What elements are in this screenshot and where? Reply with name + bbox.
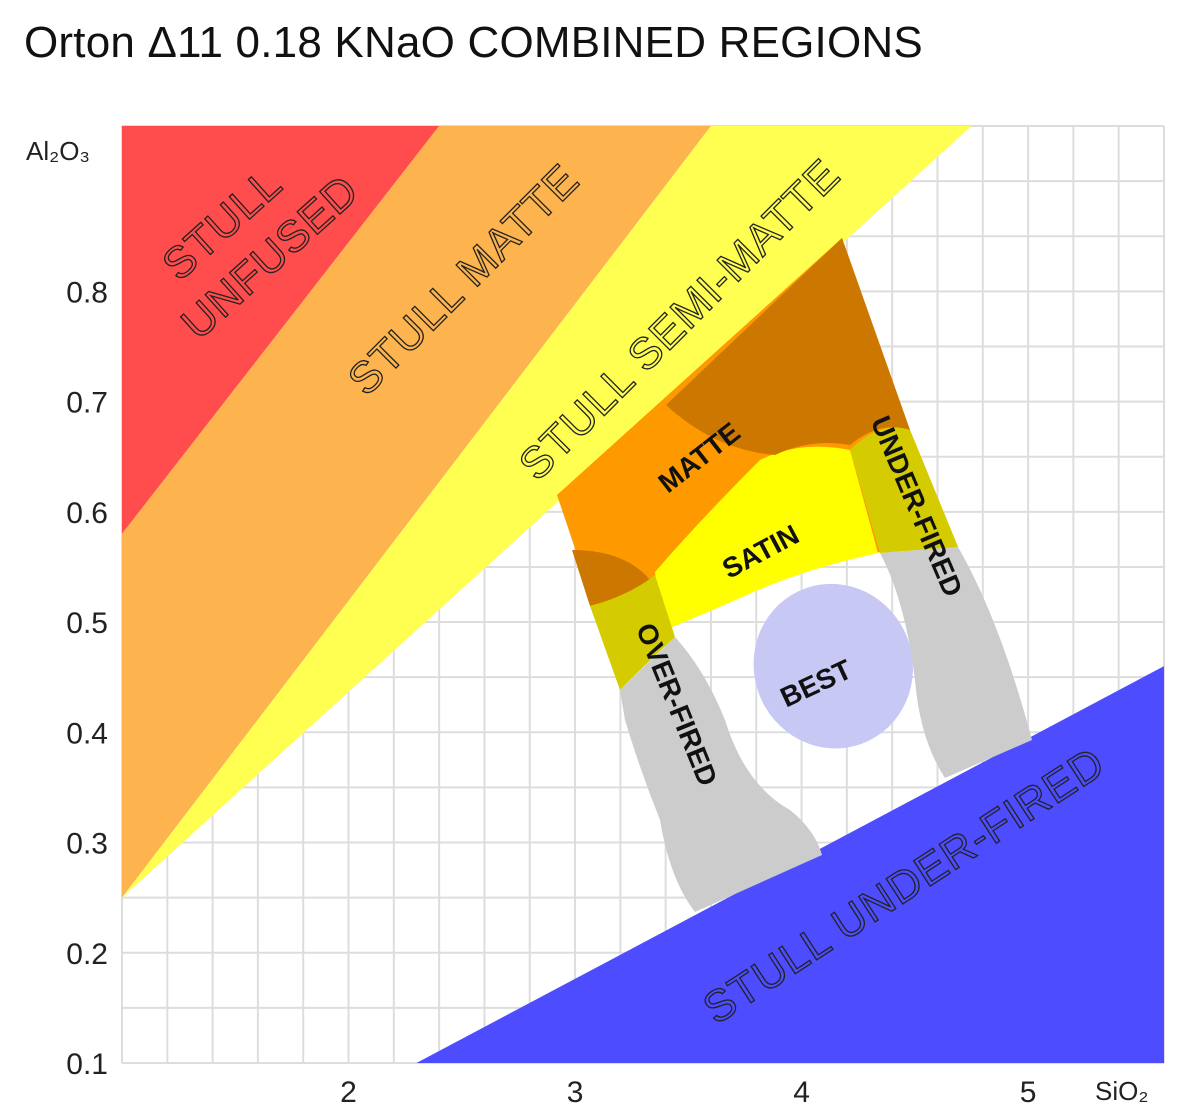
x-axis-ticks: 2 3 4 5 (340, 1076, 1036, 1109)
region-satin (655, 446, 878, 632)
y-tick-label: 0.3 (66, 828, 108, 861)
y-tick-label: 0.8 (66, 276, 108, 309)
x-tick-label: 2 (340, 1076, 357, 1109)
region-under-fired-gray (880, 547, 1032, 778)
y-tick-label: 0.5 (66, 607, 108, 640)
y-tick-label: 0.1 (66, 1048, 108, 1081)
region-matte-dark-left (572, 550, 650, 606)
x-tick-label: 5 (1020, 1076, 1037, 1109)
y-tick-label: 0.4 (66, 717, 108, 750)
x-axis-label: SiO₂ (1095, 1076, 1148, 1106)
chart-title: Orton Δ11 0.18 KNaO COMBINED REGIONS (24, 18, 923, 67)
y-tick-label: 0.2 (66, 938, 108, 971)
x-tick-label: 3 (567, 1076, 584, 1109)
y-axis-ticks: 0.1 0.2 0.3 0.4 0.5 0.6 0.7 0.8 (66, 276, 108, 1081)
x-tick-label: 4 (793, 1076, 810, 1109)
region-over-fired-olive (590, 575, 675, 690)
region-best (753, 583, 913, 749)
y-tick-label: 0.6 (66, 497, 108, 530)
region-under-fired-olive (850, 427, 958, 553)
y-axis-label: Al₂O₃ (26, 136, 90, 166)
region-over-fired-gray (620, 637, 822, 912)
region-matte-dark-top (666, 238, 910, 455)
y-tick-label: 0.7 (66, 387, 108, 420)
